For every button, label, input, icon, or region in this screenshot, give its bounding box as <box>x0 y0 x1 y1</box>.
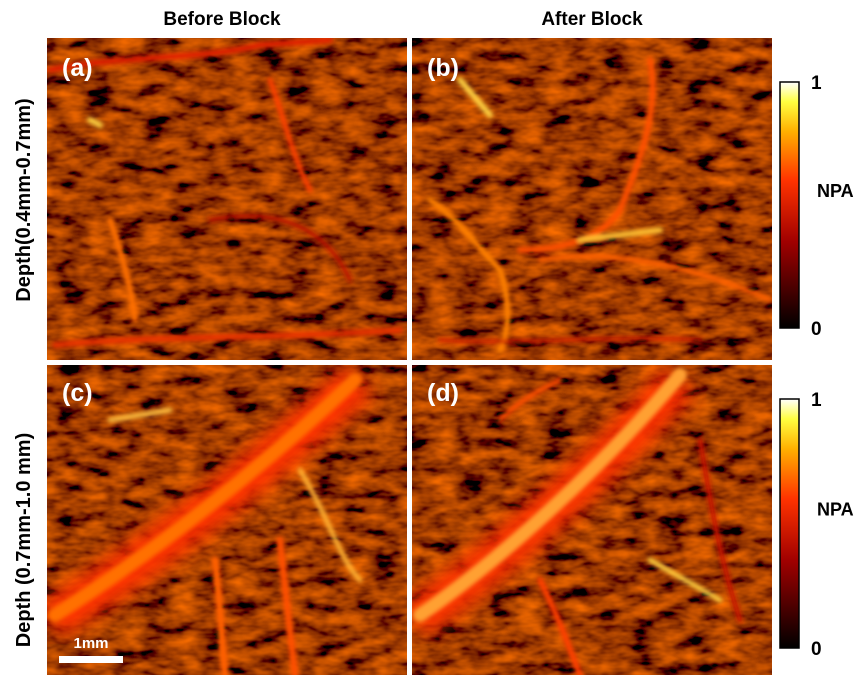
row-label: Depth (0.7mm-1.0 mm) <box>13 433 35 648</box>
colorbar-tick-label: 0 <box>811 319 822 340</box>
colorbar-tick-label: 0 <box>811 639 822 660</box>
column-header: After Block <box>541 9 643 30</box>
column-header: Before Block <box>163 9 281 30</box>
colorbar-label: NPA <box>817 181 854 201</box>
image-panel <box>412 38 772 360</box>
colorbar <box>780 399 799 648</box>
panel-label: (b) <box>427 54 459 82</box>
panel-label: (a) <box>62 54 93 82</box>
image-panel <box>412 365 772 675</box>
scale-bar-label: 1mm <box>73 635 108 652</box>
figure: Before Block After Block Depth(0.4mm-0.7… <box>0 0 866 677</box>
panel-label: (c) <box>62 379 93 407</box>
row-label: Depth(0.4mm-0.7mm) <box>13 98 35 301</box>
colorbar <box>780 82 799 328</box>
image-panel <box>47 365 407 675</box>
colorbar-tick-label: 1 <box>811 390 822 411</box>
image-panel <box>47 38 407 360</box>
colorbar-label: NPA <box>817 500 854 520</box>
scale-bar <box>59 656 123 663</box>
panel-label: (d) <box>427 379 459 407</box>
colorbar-tick-label: 1 <box>811 73 822 94</box>
